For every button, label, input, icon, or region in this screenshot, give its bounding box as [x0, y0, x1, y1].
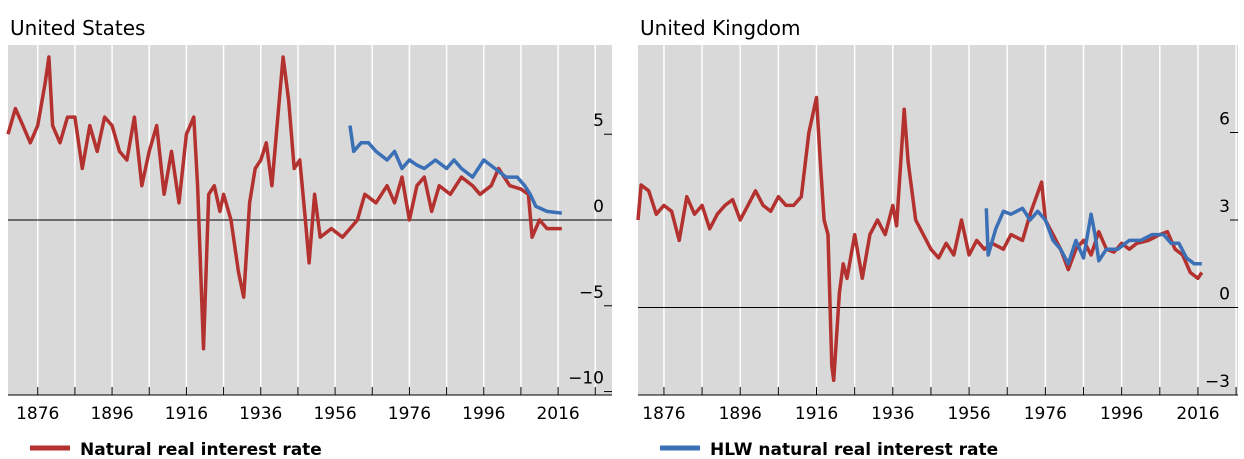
panel-title: United States: [10, 16, 145, 40]
x-tick-label: 1936: [239, 404, 282, 424]
y-tick-label: 0: [1219, 285, 1230, 305]
x-tick-label: 1876: [642, 404, 685, 424]
x-tick-label: 1916: [795, 404, 838, 424]
x-tick-label: 2016: [536, 404, 579, 424]
x-tick-label: 1916: [165, 404, 208, 424]
x-tick-label: 1976: [388, 404, 431, 424]
x-tick-label: 1976: [1024, 404, 1067, 424]
panel-title: United Kingdom: [640, 16, 801, 40]
series-line: [636, 95, 1204, 383]
y-tick-label: −10: [568, 369, 604, 389]
series-line: [348, 125, 562, 215]
y-tick-label: −5: [579, 283, 604, 303]
series-line: [984, 206, 1202, 266]
y-tick-label: 5: [593, 111, 604, 131]
x-tick-label: 1956: [313, 404, 356, 424]
y-tick-label: 3: [1219, 197, 1230, 217]
x-tick-label: 1936: [871, 404, 914, 424]
x-tick-label: 1896: [90, 404, 133, 424]
x-tick-label: 1876: [16, 404, 59, 424]
plot-area: [638, 45, 1238, 395]
y-tick-label: 6: [1219, 110, 1230, 130]
x-tick-label: 1956: [947, 404, 990, 424]
legend-label: Natural real interest rate: [80, 440, 322, 459]
series-line: [6, 55, 562, 351]
y-tick-label: −3: [1205, 372, 1230, 392]
x-tick-label: 1896: [719, 404, 762, 424]
x-tick-label: 1996: [462, 404, 505, 424]
legend-label: HLW natural real interest rate: [710, 440, 998, 459]
x-tick-label: 1996: [1100, 404, 1143, 424]
y-tick-label: 0: [593, 197, 604, 217]
x-tick-label: 2016: [1176, 404, 1219, 424]
